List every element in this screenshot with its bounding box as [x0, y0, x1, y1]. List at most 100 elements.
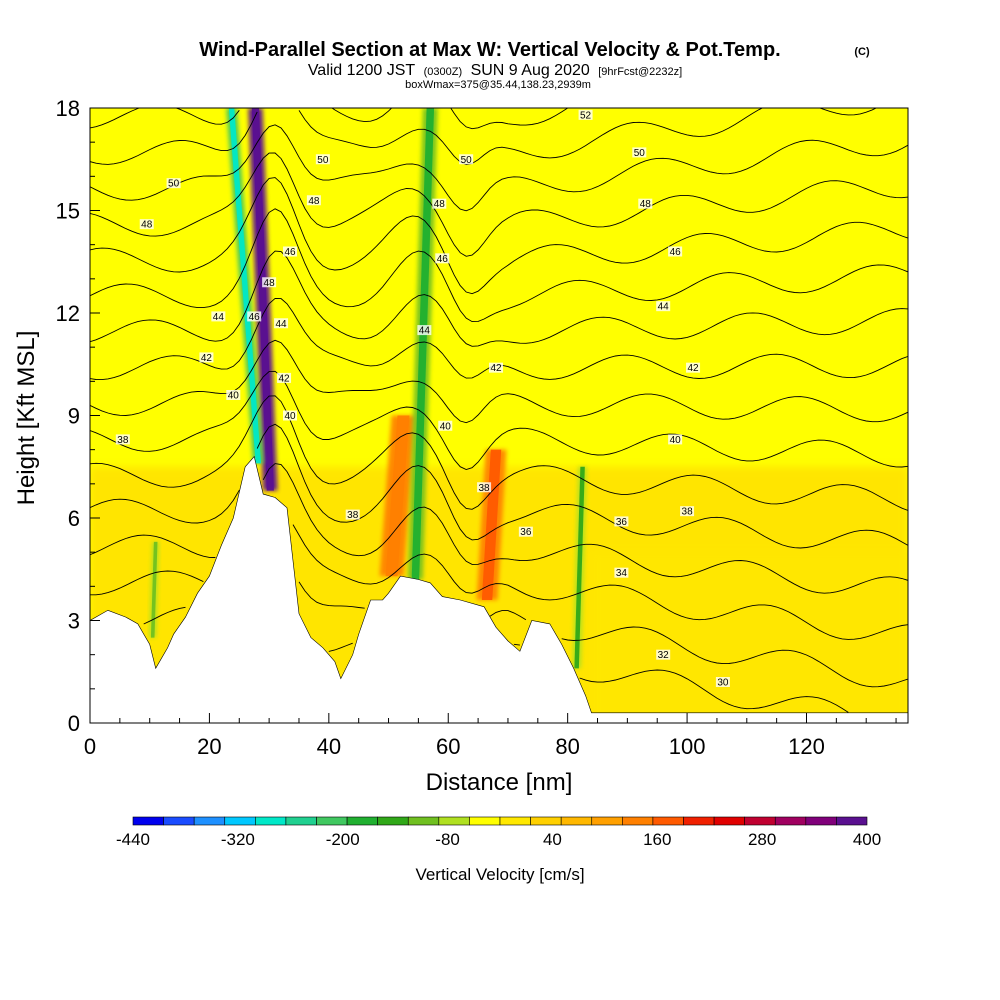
y-tick-label: 6 — [68, 506, 80, 531]
contour-label-text: 46 — [437, 254, 449, 265]
x-tick-label: 0 — [84, 734, 96, 759]
contour-label-box — [518, 526, 533, 537]
theta-contour-line — [90, 208, 908, 323]
contour-label: 38 — [115, 434, 130, 446]
y-tick-label: 15 — [56, 199, 80, 224]
contour-label-box — [578, 109, 593, 120]
chart-subtitle-2: boxWmax=375@35.44,138.23,2939m — [405, 79, 591, 91]
contour-label-text: 42 — [490, 363, 502, 374]
colorbar-swatch — [438, 816, 470, 826]
theta-contour-line — [328, 642, 849, 713]
contour-label-box — [277, 372, 292, 383]
contour-label-box — [139, 219, 154, 230]
theta-contour-line — [90, 250, 908, 347]
contour-label-text: 42 — [278, 373, 290, 384]
theta-contour-line — [143, 581, 908, 688]
contour-label: 48 — [432, 198, 447, 210]
contour-label-box — [477, 482, 492, 493]
contour-label: 48 — [638, 198, 653, 210]
contour-label-text: 48 — [264, 278, 276, 289]
colorbar-swatch — [346, 816, 378, 826]
contour-label-text: 40 — [284, 411, 296, 422]
w-feature-core — [385, 415, 410, 577]
colorbar-swatch — [255, 816, 287, 826]
y-axis: 0 3 6 9 12 15 18 — [56, 96, 100, 736]
colorbar-swatch — [774, 816, 807, 826]
contour-label-box — [668, 246, 683, 257]
colorbar-swatch — [683, 816, 715, 826]
contour-label-text: 40 — [670, 435, 682, 446]
colorbar-tick-label: -320 — [221, 830, 255, 849]
contour-label: 44 — [417, 325, 432, 337]
contour-label-text: 38 — [682, 507, 694, 518]
colorbar-swatch — [652, 816, 684, 826]
w-feature-core — [481, 449, 502, 600]
contour-labels: 38 40 42 44 46 48 44 42 40 46 48 50 50 48 38 44 46 48 50 40… — [115, 109, 730, 689]
theta-contour-line — [90, 395, 908, 511]
contour-label-box — [247, 311, 262, 322]
theta-contour-line — [90, 124, 908, 212]
chart-title: Wind-Parallel Section at Max W: Vertical… — [199, 39, 780, 61]
contour-label-box — [226, 390, 241, 400]
contour-label-box — [680, 506, 695, 517]
contour-label-text: 42 — [687, 363, 699, 374]
contour-label-text: 50 — [168, 179, 180, 190]
contour-label-text: 40 — [440, 421, 452, 432]
contour-label: 40 — [438, 420, 453, 432]
contour-label-box — [315, 154, 330, 165]
colorbar-swatch — [530, 816, 562, 826]
contour-label: 50 — [459, 154, 474, 166]
contour-label: 42 — [199, 352, 214, 364]
terrain — [90, 455, 908, 723]
contour-label-text: 36 — [616, 517, 628, 528]
contour-label: 42 — [277, 372, 292, 384]
colorbar-swatch — [836, 816, 868, 826]
low-level-updraft-wash — [591, 552, 908, 723]
contour-label: 48 — [306, 195, 321, 207]
contour-label-text: 50 — [461, 155, 473, 166]
contour-label-text: 50 — [634, 148, 646, 159]
colorbar-tick-label: 40 — [543, 830, 562, 849]
contour-label-box — [438, 420, 453, 431]
subtitle-zulu: (0300Z) — [424, 66, 463, 78]
contour-label: 42 — [489, 362, 504, 374]
contour-label-box — [638, 198, 653, 209]
contour-label: 50 — [632, 147, 647, 159]
subtitle-valid: Valid 1200 JST — [308, 62, 416, 79]
contour-label-box — [115, 434, 130, 445]
x-tick-label: 60 — [436, 734, 460, 759]
contour-label-box — [274, 318, 289, 329]
theta-contour-line — [90, 108, 878, 165]
contour-label-text: 38 — [117, 435, 129, 446]
contour-label-text: 48 — [141, 220, 153, 231]
contour-label-box — [686, 362, 701, 373]
contour-label-text: 50 — [317, 155, 329, 166]
w-feature-core — [251, 108, 274, 491]
contour-label-box — [632, 147, 647, 158]
contour-label-box — [656, 301, 671, 312]
contour-label: 38 — [477, 482, 492, 494]
contour-label-box — [489, 362, 504, 373]
colorbar-swatch — [469, 816, 501, 826]
colorbar-swatch — [285, 816, 317, 826]
colorbar-swatch — [591, 816, 623, 826]
contour-label: 50 — [315, 154, 330, 166]
colorbar-swatch — [499, 816, 531, 826]
contour-label-text: 40 — [228, 391, 240, 402]
colorbar-tick-label: 160 — [643, 830, 671, 849]
contour-label-text: 46 — [670, 247, 682, 258]
contour-label-box — [166, 178, 181, 189]
subtitle-date: SUN 9 Aug 2020 — [471, 62, 590, 79]
colorbar-label: Vertical Velocity [cm/s] — [415, 865, 584, 884]
x-axis-label: Distance [nm] — [426, 769, 573, 796]
contour-label-text: 36 — [520, 527, 532, 538]
colorbar-swatch — [713, 816, 745, 826]
w-feature-core — [574, 466, 585, 669]
contour-label: 48 — [139, 219, 154, 231]
contour-label-box — [668, 434, 683, 445]
contour-label: 44 — [211, 311, 226, 323]
contour-label: 46 — [435, 253, 450, 265]
theta-contour-line — [90, 463, 908, 594]
contour-label: 36 — [518, 526, 533, 538]
